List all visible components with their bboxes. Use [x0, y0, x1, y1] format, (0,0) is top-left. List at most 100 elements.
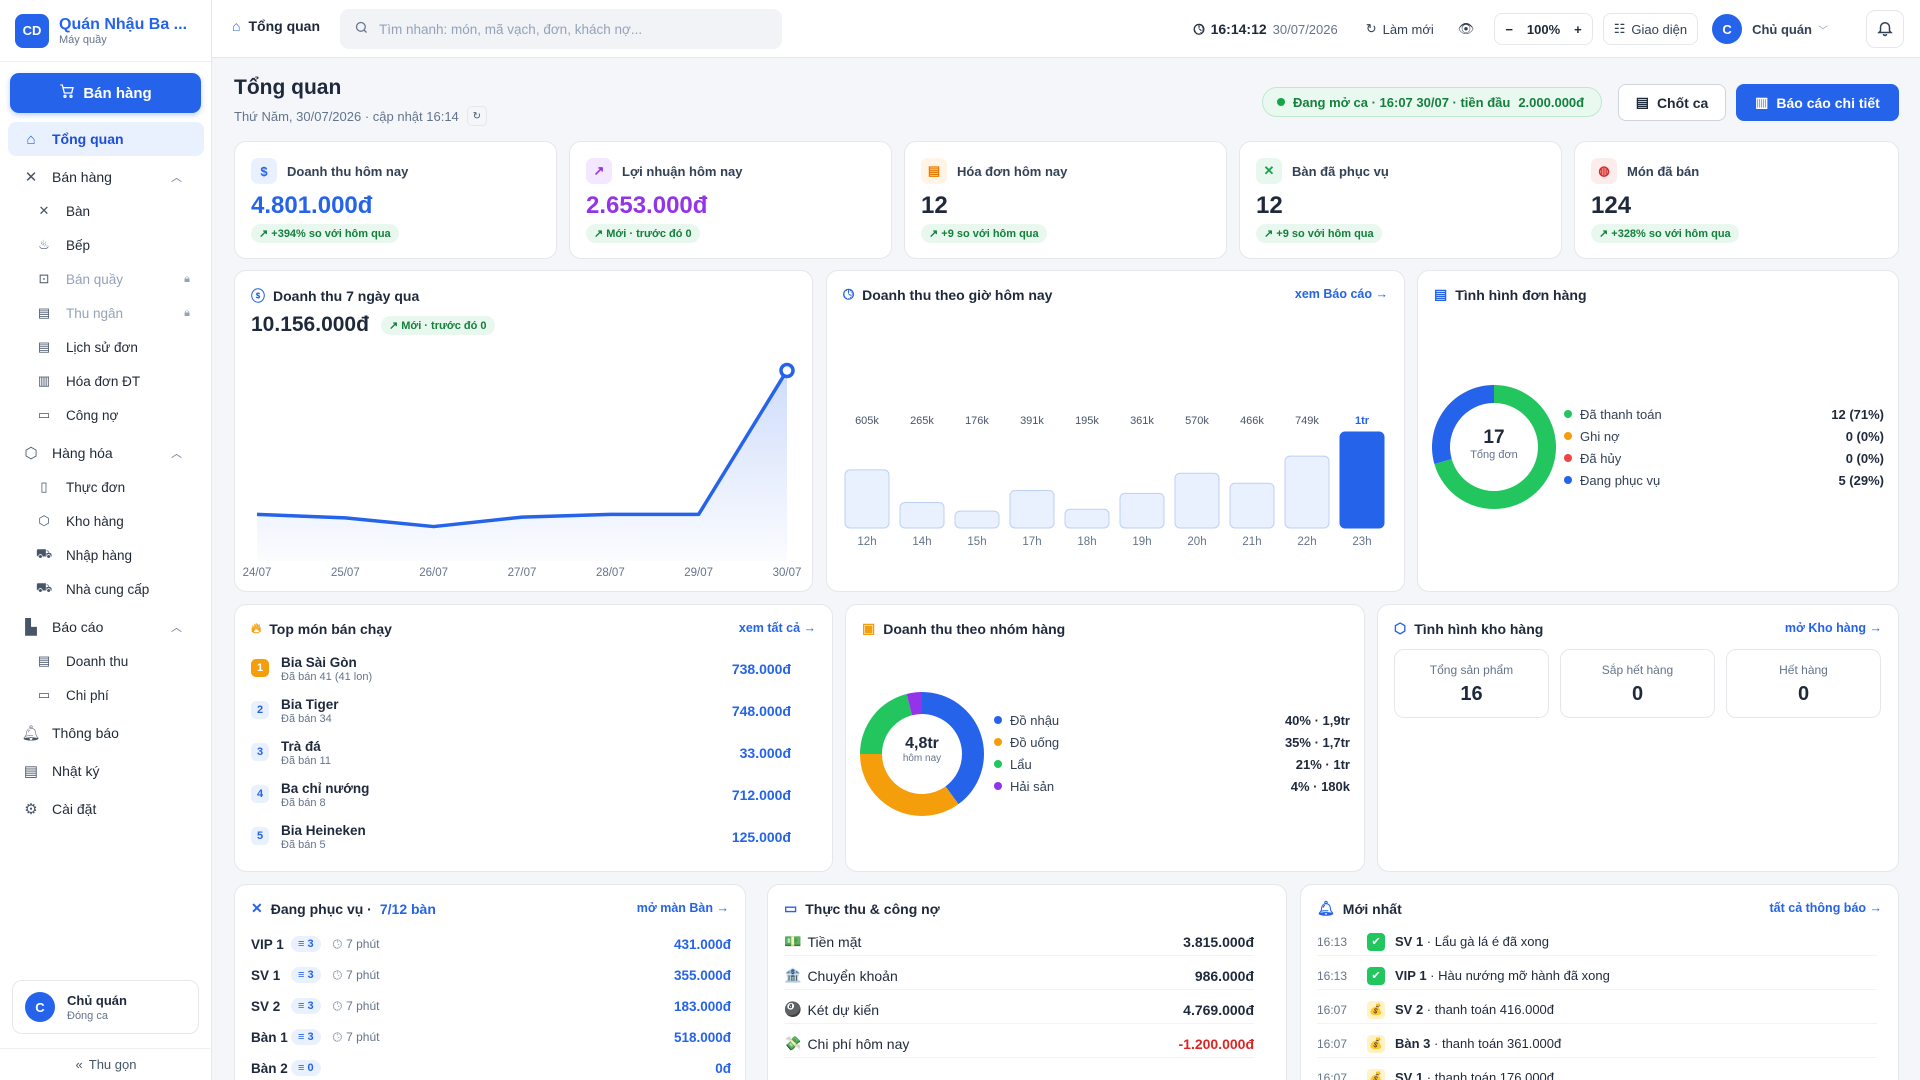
bar[interactable] — [899, 502, 945, 529]
list-item[interactable]: 1 Bia Sài Gòn Đã bán 41 (41 lon) 738.000đ — [251, 653, 791, 693]
sidebar-item-counter[interactable]: ⊡ Bán quầy 🔒︎ — [0, 262, 212, 296]
sidebar-group-header-sales[interactable]: ✕ Bán hàng ︿ — [8, 160, 204, 194]
sidebar-item-order-history[interactable]: ▤ Lịch sử đơn — [0, 330, 212, 364]
visibility-button[interactable]: 👁︎ — [1458, 21, 1475, 37]
sidebar-item-expenses[interactable]: ▭ Chi phí — [0, 678, 212, 712]
x-tick-label: 30/07 — [773, 567, 802, 579]
table-amount: 431.000đ — [673, 936, 731, 952]
chevron-up-icon: ︿ — [171, 172, 182, 184]
clock-icon: 🕓︎ — [332, 936, 343, 951]
donut-slice[interactable] — [860, 754, 959, 816]
sidebar-user-card[interactable]: C Chủ quán Đóng ca — [12, 980, 199, 1034]
list-item[interactable]: 5 Bia Heineken Đã bán 5 125.000đ — [251, 821, 791, 861]
kpi-delta: ↗ Mới · trước đó 0 — [586, 224, 700, 243]
refresh-icon[interactable]: ↻ — [466, 106, 487, 126]
breadcrumb[interactable]: ⌂ Tổng quan — [232, 18, 320, 34]
donut-slice[interactable] — [1434, 385, 1556, 509]
sidebar-item-revenue[interactable]: ▤ Doanh thu — [0, 644, 212, 678]
receipt-icon: ▤ — [37, 339, 51, 354]
bar[interactable] — [844, 469, 890, 529]
bar[interactable] — [1174, 472, 1220, 529]
open-warehouse-link[interactable]: mở Kho hàng → — [1784, 621, 1882, 635]
bar[interactable] — [954, 510, 1000, 529]
bar[interactable] — [1009, 489, 1055, 529]
sidebar-item-debt[interactable]: ▭ Công nợ — [0, 398, 212, 432]
sidebar-item-warehouse[interactable]: ⬡ Kho hàng — [0, 504, 212, 538]
chevron-up-icon: ︿ — [171, 622, 182, 634]
brand-name: Quán Nhậu Ba ... — [59, 15, 188, 33]
sidebar-item-menu[interactable]: ▯ Thực đơn — [0, 470, 212, 504]
list-item[interactable]: 16:13 ✔ VIP 1 · Hàu nướng mỡ hành đã xong — [1317, 962, 1877, 990]
sell-button[interactable]: Bán hàng — [10, 73, 201, 113]
user-menu[interactable]: C Chủ quán ﹀ — [1712, 14, 1828, 44]
table-name: Bàn 1 — [251, 1029, 288, 1045]
legend-item: Đồ nhậu 40% · 1,9tr — [994, 709, 1350, 731]
sidebar-item-kitchen[interactable]: ♨ Bếp — [0, 228, 212, 262]
legend-label: Hải sản — [1010, 778, 1055, 794]
sidebar-item-suppliers[interactable]: ⛟ Nhà cung cấp — [0, 572, 212, 606]
close-shift-button[interactable]: ▤ Chốt ca — [1618, 84, 1726, 121]
list-item[interactable]: 2 Bia Tiger Đã bán 34 748.000đ — [251, 695, 791, 735]
data-point[interactable] — [779, 362, 795, 379]
list-item[interactable]: 16:07 💰 SV 2 · thanh toán 416.000đ — [1317, 996, 1877, 1024]
bar[interactable] — [1229, 482, 1275, 529]
view-all-link[interactable]: xem tất cả → — [738, 621, 816, 635]
zoom-in-button[interactable]: + — [1574, 21, 1582, 37]
inventory-total-box[interactable]: Tổng sản phẩm 16 — [1394, 649, 1549, 718]
notifications-button[interactable] — [1866, 10, 1904, 48]
box-value: 0 — [1631, 683, 1644, 705]
clock-icon: 🕓︎ — [332, 1029, 343, 1044]
bar[interactable] — [1119, 492, 1165, 529]
sidebar-item-cashier[interactable]: ▤ Thu ngân 🔒︎ — [0, 296, 212, 330]
table-row[interactable]: VIP 1 ≡ 3 🕓︎ 7 phút 431.000đ — [251, 932, 731, 956]
sidebar-item-notifications[interactable]: 🔔︎ Thông báo — [8, 716, 204, 750]
orders-status-card: ▤ Tình hình đơn hàng 17 Tổng đơn Đã thanh… — [1417, 270, 1899, 592]
sidebar-item-import[interactable]: ⛟ Nhập hàng — [0, 538, 212, 572]
refresh-button[interactable]: ↻ Làm mới — [1366, 21, 1434, 37]
zoom-out-button[interactable]: − — [1505, 21, 1513, 37]
donut-center-label: hôm nay — [902, 753, 942, 764]
bar-chart-icon: ▥ — [1755, 94, 1769, 110]
list-item[interactable]: 3 Trà đá Đã bán 11 33.000đ — [251, 737, 791, 777]
all-notifications-link[interactable]: tất cả thông báo → — [1769, 901, 1883, 915]
list-item[interactable]: 16:07 💰 SV 1 · thanh toán 176.000đ — [1317, 1064, 1877, 1080]
table-row[interactable]: SV 1 ≡ 3 🕓︎ 7 phút 355.000đ — [251, 963, 731, 987]
legend-item: Đã hủy 0 (0%) — [1564, 447, 1884, 469]
kpi-label: Lợi nhuận hôm nay — [622, 163, 743, 179]
bar[interactable] — [1064, 508, 1110, 529]
rank-badge: 1 — [251, 659, 269, 677]
cash-icon: 💵 — [784, 933, 802, 949]
sidebar-group-header-goods[interactable]: ⬡ Hàng hóa ︿ — [8, 436, 204, 470]
list-item[interactable]: 16:13 ✔ SV 1 · Lẩu gà lá é đã xong — [1317, 928, 1877, 956]
inventory-out-box[interactable]: Hết hàng 0 — [1726, 649, 1881, 718]
detail-report-button[interactable]: ▥ Báo cáo chi tiết — [1736, 84, 1899, 121]
sidebar-group-header-reports[interactable]: ▙ Báo cáo ︿ — [8, 610, 204, 644]
sidebar-item-einvoice[interactable]: ▥ Hóa đơn ĐT — [0, 364, 212, 398]
theme-button[interactable]: ☷ Giao diện — [1602, 13, 1699, 45]
bell-icon — [1876, 19, 1894, 40]
item-count-badge: ≡ 0 — [291, 1060, 321, 1076]
news-text: · thanh toán 416.000đ — [1423, 1002, 1555, 1017]
table-row[interactable]: Bàn 2 ≡ 0 0đ — [251, 1056, 731, 1080]
brand[interactable]: CD Quán Nhậu Ba ... Máy quầy — [0, 0, 211, 62]
list-item[interactable]: 4 Ba chỉ nướng Đã bán 8 712.000đ — [251, 779, 791, 819]
bar[interactable] — [1339, 431, 1385, 529]
view-report-link[interactable]: xem Báo cáo → — [1294, 287, 1388, 301]
table-row[interactable]: Bàn 1 ≡ 3 🕓︎ 7 phút 518.000đ — [251, 1025, 731, 1049]
sidebar-item-overview[interactable]: ⌂ Tổng quan — [8, 122, 204, 156]
table-row[interactable]: SV 2 ≡ 3 🕓︎ 7 phút 183.000đ — [251, 994, 731, 1018]
legend-label: Ghi nợ — [1580, 428, 1620, 444]
donut-slice[interactable] — [906, 692, 922, 716]
donut-slice[interactable] — [860, 693, 913, 754]
sidebar-item-log[interactable]: ▤ Nhật ký — [8, 754, 204, 788]
donut-slice[interactable] — [1432, 385, 1494, 464]
bar[interactable] — [1284, 455, 1330, 529]
sidebar-item-tables[interactable]: ✕ Bàn — [0, 194, 212, 228]
collapse-sidebar-button[interactable]: « Thu gọn — [0, 1048, 212, 1080]
list-item[interactable]: 16:07 💰 Bàn 3 · thanh toán 361.000đ — [1317, 1030, 1877, 1058]
open-tables-link[interactable]: mở màn Bàn → — [636, 901, 729, 915]
search-input[interactable]: Tìm nhanh: món, mã vạch, đơn, khách nợ..… — [340, 9, 782, 49]
sidebar-item-settings[interactable]: ⚙ Cài đặt — [8, 792, 204, 826]
donut-slice[interactable] — [922, 692, 984, 805]
inventory-low-box[interactable]: Sắp hết hàng 0 — [1560, 649, 1715, 718]
